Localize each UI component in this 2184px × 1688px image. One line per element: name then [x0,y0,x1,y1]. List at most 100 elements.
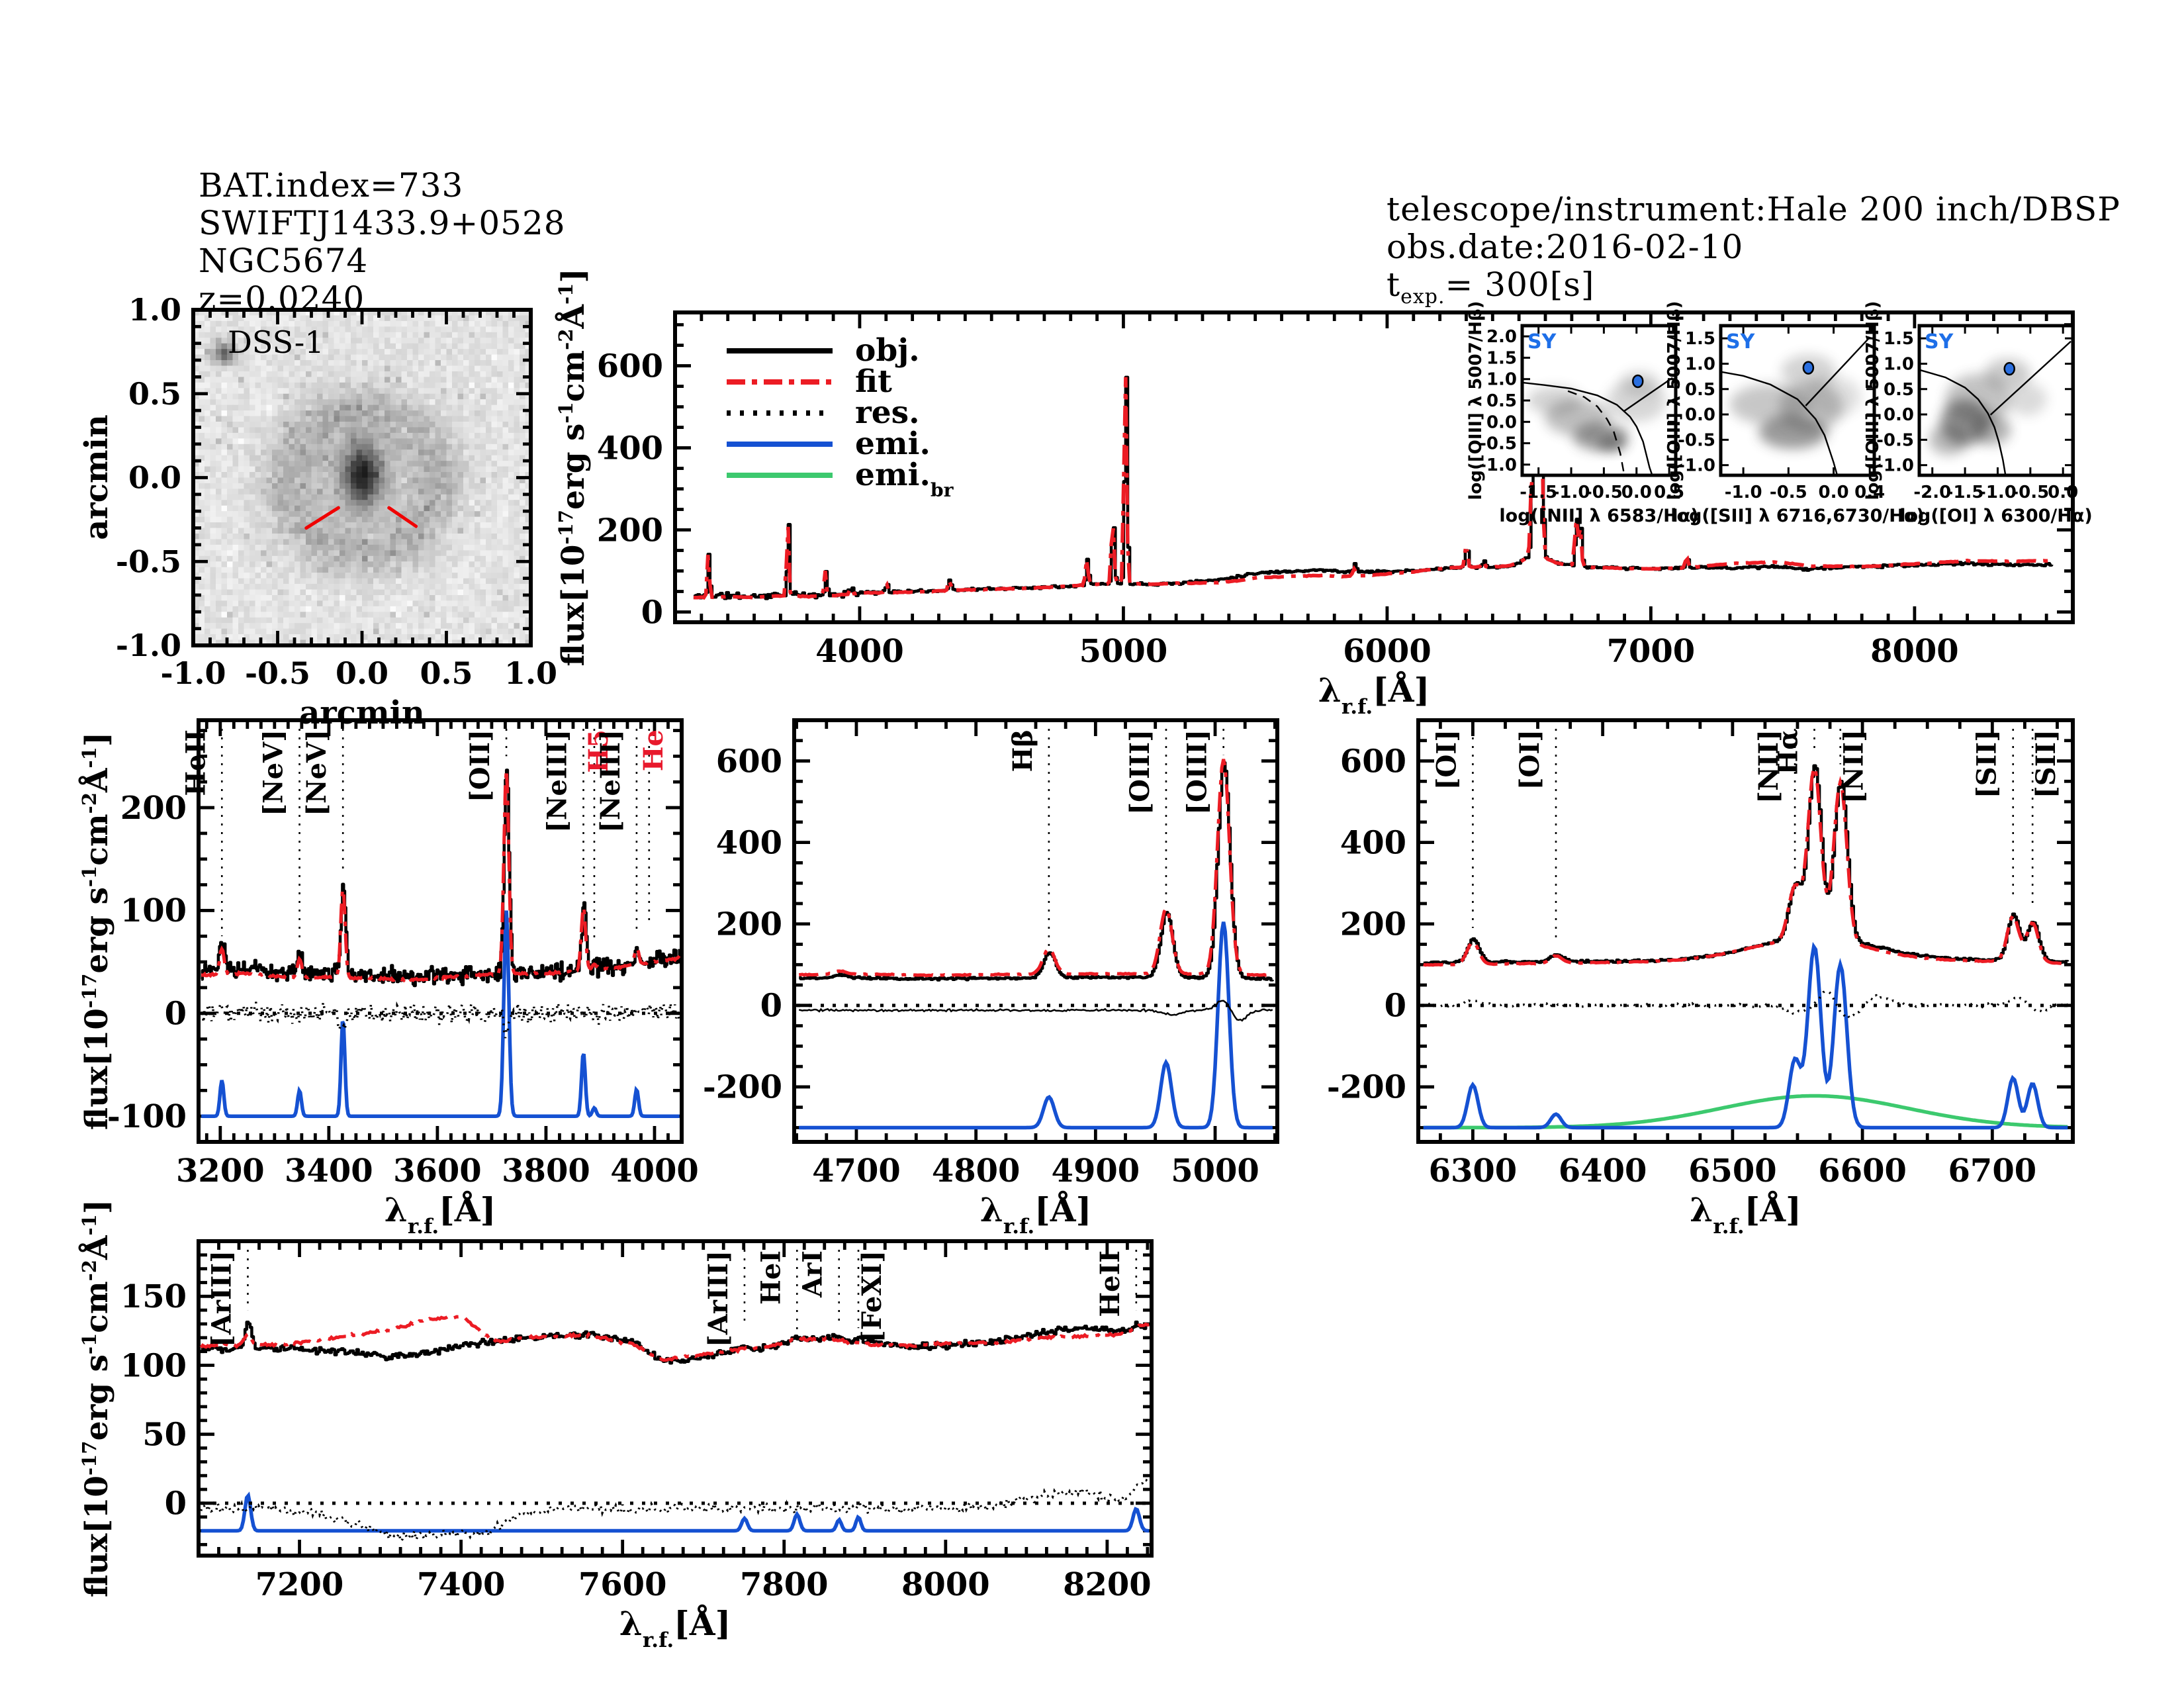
agn-data-point [1631,374,1644,389]
x-tick-label: -1.0 [1979,483,2017,502]
p4-plot: 7200 7400 7600 7800 8000 8200 0 50 100 150 λr.f.[Å… [78,1199,1154,1652]
emission-model-line [799,921,1273,1130]
residual-line [798,1000,1273,1022]
p2-plot: 4700 4800 4900 5000 -200 0 200 400 600 λr.f.[Å] Hβ… [703,718,1279,1239]
x-tick-label: 4700 [812,1152,901,1190]
y-tick-label: 0.5 [1884,380,1914,400]
y-tick-label: 0.0 [1486,412,1517,432]
y-tick-label: 2.0 [1486,327,1517,347]
x-axis-label: log([SII] λ 6716,6730/Hα) [1670,506,1924,526]
y-tick-label: 0.5 [1486,391,1517,411]
y-tick-label: 0.5 [1685,380,1715,400]
emission-line-label: [SII] [2030,729,2062,798]
y-tick-label: 1.5 [1486,348,1517,368]
x-tick-label: 6300 [1429,1152,1518,1190]
emission-line-label: [NII] [1839,729,1870,804]
axis-frame [1520,324,1678,477]
emission-line-label: H5 [583,729,614,773]
residual-line [200,1000,681,1039]
main-spectrum-panel: 4000 5000 6000 7000 8000 0 200 400 600 λr.f.[Å] fl… [555,268,2075,719]
emission-line-label: [NII] [1753,729,1784,804]
axis-frame [197,1239,1154,1558]
axis-frame [197,718,684,1144]
x-tick-label: -0.5 [1770,483,1807,502]
x-tick-label: 3800 [502,1152,590,1190]
x-tick-label: 0.0 [2048,483,2078,502]
bpt_nii-plot: -1.5-1.0-0.50.0 0.5-1.0-0.50.00.51.01.52.… [1466,301,1699,526]
x-tick-label: 4900 [1052,1152,1140,1190]
density-blob [1929,424,1969,455]
x-axis-label: log([NII] λ 6583/Hα) [1499,506,1698,526]
x-tick-label: -0.5 [1585,483,1623,502]
emission-line-label: [NeV] [301,729,332,816]
y-tick-label: -200 [703,1069,782,1106]
bpt-diagram-sii: -1.0 -0.5 0.0 0.4 -1.0 -0.5 0.0 0.5 1.0 1.5 log([S… [1664,301,1925,526]
x-tick-label: 4000 [610,1152,699,1190]
y-tick-label: 0.0 [1884,405,1914,425]
y-tick-label: -200 [1327,1069,1406,1106]
density-blob [1527,387,1582,414]
x-tick-label: 6700 [1948,1152,2037,1190]
x-tick-label: -2.0 [1913,483,1951,502]
y-tick-label: 1.5 [1685,329,1715,349]
dss-image-panel: -1.0 -0.5 0.0 0.5 1.0 -1.0 -0.5 0.0 0.5 1.0 arcmin… [78,292,557,731]
fit-spectrum-line [798,759,1273,978]
bpt_oi-plot: -2.0-1.5-1.0-0.50.0-1.0-0.50.00.51.01.5l… [1863,301,2093,526]
zoom-panel-halpha-nii-sii: 6300 6400 6500 6600 6700 -200 0 200 400 600 λr.f.[… [1327,718,2075,1239]
x-tick-label: 0.5 [1654,483,1684,502]
x-tick-label: 6600 [1818,1152,1907,1190]
object-spectrum-line [201,1320,1151,1365]
demarcation-curve [1721,371,1839,475]
y-axis-label: flux[10-17erg s-1cm-2Å-1] [78,1199,115,1597]
exposure-time: texp.= 300[s] [1387,266,2120,316]
axis-frame [1719,324,1876,477]
swift-id: SWIFTJ1433.9+0528 [199,204,566,242]
emission-model-line [1423,941,2068,1130]
y-tick-label: 1.5 [1884,329,1914,349]
dss-galaxy-image [193,310,531,645]
bpt_sii-plot: -1.0 -0.5 0.0 0.4 -1.0 -0.5 0.0 0.5 1.0 1.5 log([S… [1664,301,1925,526]
x-axis-label: λr.f.[Å] [1318,671,1430,719]
x-tick-label: 4800 [932,1152,1021,1190]
y-tick-label: 1.0 [1884,354,1914,374]
demarcation-curve [1623,377,1673,412]
x-tick-label: 7200 [255,1566,344,1603]
x-tick-label: -1.0 [1725,483,1762,502]
y-tick-label: 200 [1340,906,1406,943]
x-tick-label: 7000 [1607,633,1696,670]
emission-line-label: [NeV] [258,729,289,816]
y-tick-label: 600 [1340,743,1406,780]
density-blob [1971,414,2011,445]
emission-line-label: He [638,729,669,771]
zoom-panel-uv-lines: 3200 3400 3600 3800 4000 -100 0 100 200 λr.f.[Å] f… [78,718,699,1239]
x-tick-label: 8200 [1063,1566,1152,1603]
y-tick-label: 0 [165,1485,187,1523]
emission-line-label: HeI [755,1250,786,1305]
y-tick-label: 1.0 [1486,370,1517,390]
y-tick-label: 100 [120,1347,187,1384]
p1-plot: 3200 3400 3600 3800 4000 -100 0 100 200 λr.f.[Å] f… [78,718,699,1239]
y-axis-label: flux[10-17erg s-1cm-2Å-1] [555,268,592,666]
x-tick-label: 0.0 [1819,483,1849,502]
fit-spectrum-line [693,363,2052,600]
legend-label: res. [855,395,920,431]
fit-spectrum-line [199,1314,1150,1362]
x-tick-label: 8000 [901,1566,990,1603]
x-axis-label: arcmin [299,694,425,731]
agn-data-point [1802,361,1815,375]
x-tick-label: 8000 [1870,633,1959,670]
y-tick-label: 600 [597,348,663,385]
x-tick-label: 4000 [815,633,904,670]
emission-line-label: ArI [797,1250,829,1298]
x-tick-label: 6000 [1343,633,1432,670]
axis-frame [191,308,533,647]
x-tick-label: 3400 [285,1152,373,1190]
axis-frame [792,718,1279,1144]
x-tick-label: -1.5 [1946,483,1984,502]
p3-plot: 6300 6400 6500 6600 6700 -200 0 200 400 600 λr.f.[… [1327,718,2075,1239]
y-tick-label: -1.0 [1678,456,1715,476]
x-tick-label: -0.5 [245,655,310,691]
x-tick-label: -1.5 [1520,483,1557,502]
y-tick-label: 200 [120,790,187,827]
